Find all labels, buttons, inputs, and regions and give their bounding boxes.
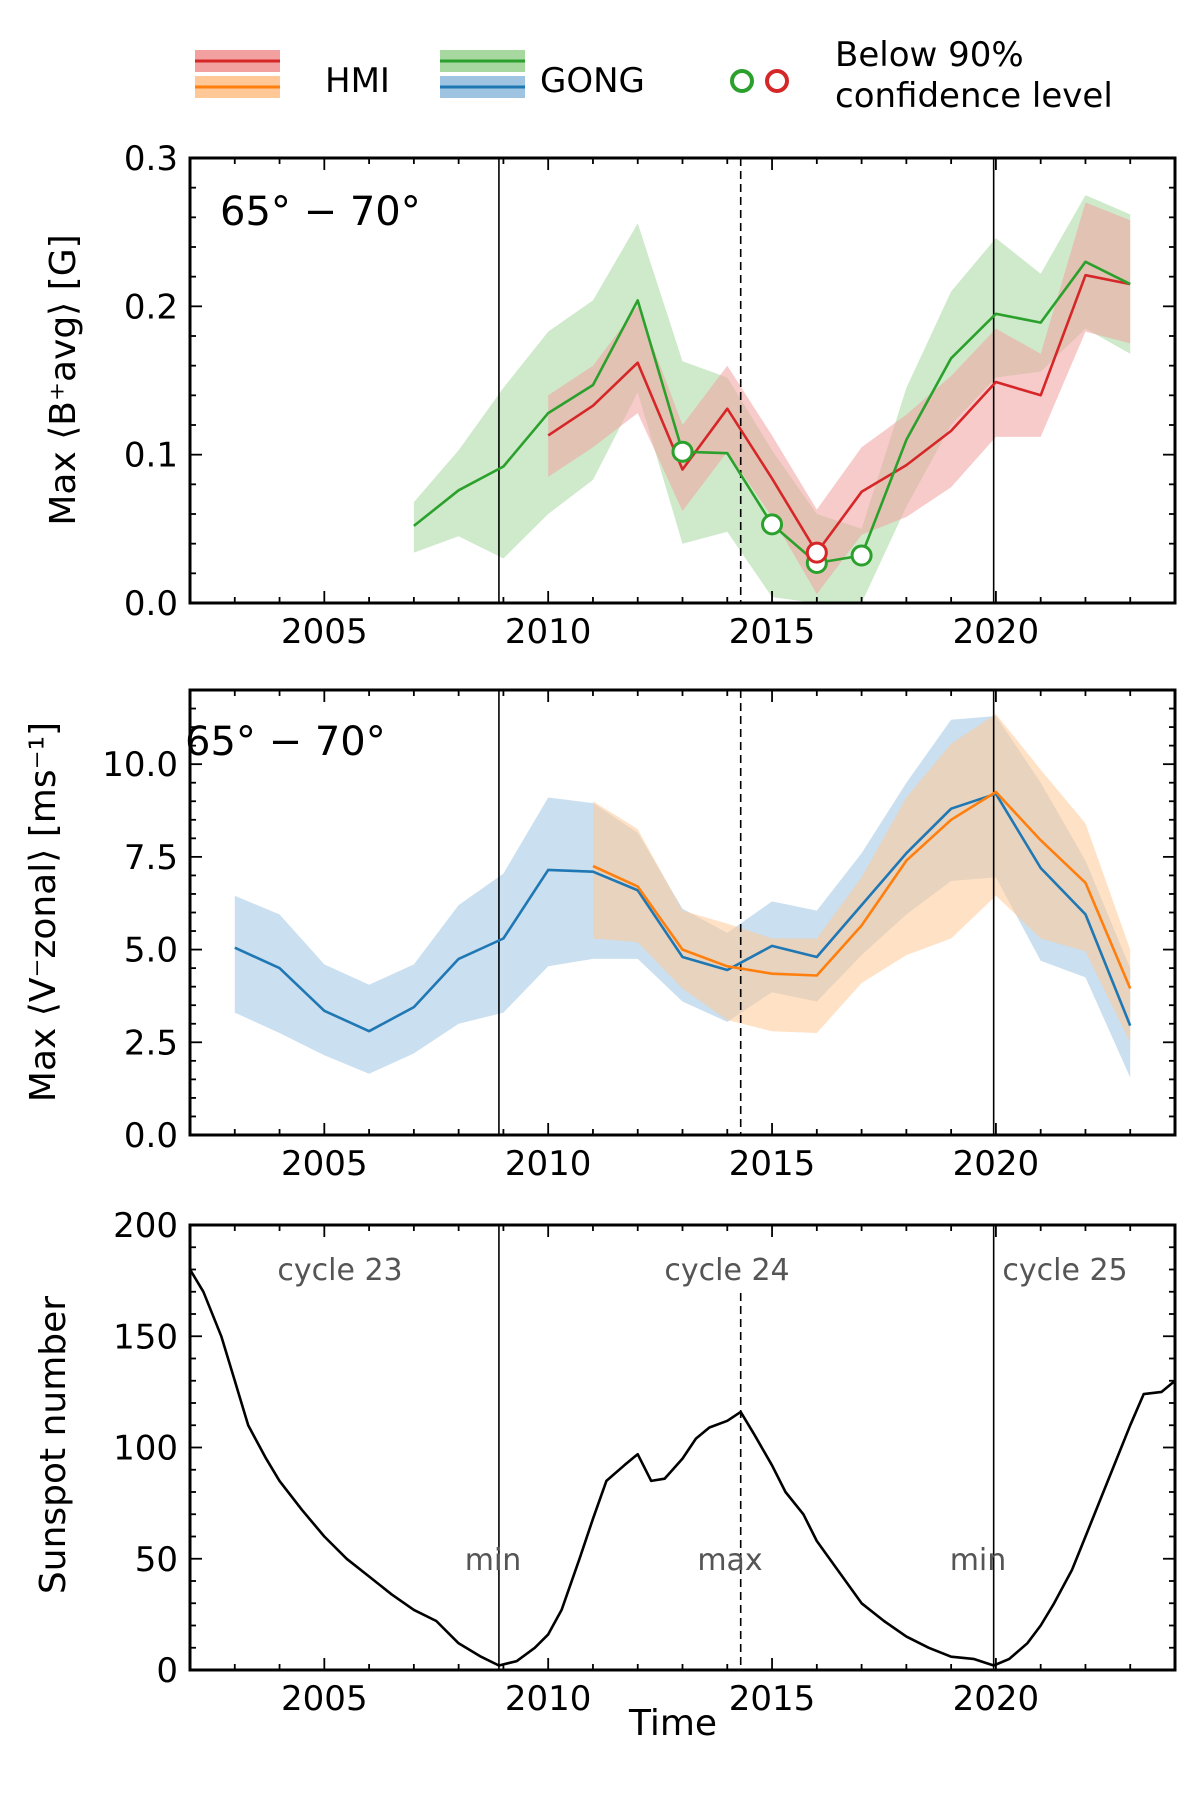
- y-tick-label: 50: [135, 1540, 178, 1580]
- gong-series-line: [234, 792, 1132, 1033]
- legend-hmi-label: HMI: [325, 61, 390, 101]
- x-tick-label: 2015: [729, 612, 816, 652]
- annotation-max-mid: max: [697, 1543, 762, 1578]
- y-tick-label: 10.0: [102, 745, 178, 785]
- y-tick-label: 2.5: [124, 1023, 178, 1063]
- annotation-cycle-23: cycle 23: [277, 1253, 402, 1288]
- x-tick-label: 2010: [505, 1144, 592, 1184]
- y-tick-label: 100: [113, 1429, 178, 1469]
- y-tick-label: 150: [113, 1317, 178, 1357]
- x-axis-label: Time: [628, 1703, 717, 1744]
- legend-open-circle-red-icon: [765, 69, 789, 93]
- hmi-series-line: [547, 273, 1131, 554]
- gong-confidence-band: [413, 195, 1131, 603]
- x-tick-label: 2005: [281, 1679, 368, 1719]
- y-tick-label: 200: [113, 1206, 178, 1246]
- x-tick-label: 2015: [729, 1679, 816, 1719]
- panel-magnetic-field-latitude-label: 65° − 70°: [220, 189, 421, 235]
- legend-gong-label: GONG: [540, 61, 645, 101]
- annotation-cycle-25: cycle 25: [1002, 1253, 1127, 1288]
- annotation-cycle-24: cycle 24: [664, 1253, 789, 1288]
- y-tick-label: 5.0: [124, 931, 178, 971]
- x-tick-label: 2015: [729, 1144, 816, 1184]
- y-tick-label: 7.5: [124, 838, 178, 878]
- panel-zonal-velocity-ylabel: Max ⟨V⁻zonal⟩ [ms⁻¹]: [23, 722, 64, 1102]
- x-tick-label: 2020: [953, 612, 1040, 652]
- panel-magnetic-field-ylabel: Max ⟨B⁺avg⟩ [G]: [43, 234, 84, 525]
- x-tick-label: 2010: [505, 612, 592, 652]
- legend: HMI GONG Below 90% confidence level: [195, 35, 1113, 116]
- hmi-confidence-band: [548, 202, 1131, 595]
- low-confidence-marker: [805, 541, 828, 564]
- x-tick-label: 2005: [281, 1144, 368, 1184]
- x-tick-label: 2010: [505, 1679, 592, 1719]
- panel-sunspot-number: 2005 2010 2015 2020 0 50 100 150 200 cycle 23 cy…: [33, 1206, 1177, 1744]
- annotation-min-right: min: [950, 1543, 1007, 1578]
- y-tick-label: 0: [156, 1651, 178, 1691]
- panel-zonal-velocity: 2005 2010 2015 2020 0.0 2.5 5.0 7.5 10.0 65° − 7…: [23, 688, 1177, 1184]
- y-tick-label: 0.2: [124, 287, 178, 327]
- y-tick-label: 0.3: [124, 139, 178, 179]
- sunspot-number-line: [188, 1268, 1176, 1667]
- low-confidence-marker: [761, 513, 784, 536]
- y-tick-label: 0.0: [124, 1116, 178, 1156]
- x-tick-label: 2020: [953, 1679, 1040, 1719]
- annotation-min-left: min: [465, 1543, 522, 1578]
- y-tick-label: 0.0: [124, 584, 178, 624]
- panel-magnetic-field: 2005 2010 2015 2020 0.0 0.1 0.2 0.3 65° − 70° M…: [43, 139, 1177, 652]
- x-tick-label: 2005: [281, 612, 368, 652]
- low-confidence-marker: [850, 544, 873, 567]
- legend-confidence-line1: Below 90%: [835, 35, 1024, 75]
- panel-sunspot-number-ylabel: Sunspot number: [33, 1296, 74, 1594]
- panel-sunspot-number-frame: [188, 1223, 1177, 1672]
- legend-open-circle-green-icon: [730, 69, 754, 93]
- hmi-series-line: [592, 790, 1132, 990]
- low-confidence-marker: [671, 440, 694, 463]
- x-tick-label: 2020: [953, 1144, 1040, 1184]
- y-tick-label: 0.1: [124, 436, 178, 476]
- legend-confidence-line2: confidence level: [835, 76, 1113, 116]
- panel-zonal-velocity-latitude-label: 65° − 70°: [185, 719, 386, 765]
